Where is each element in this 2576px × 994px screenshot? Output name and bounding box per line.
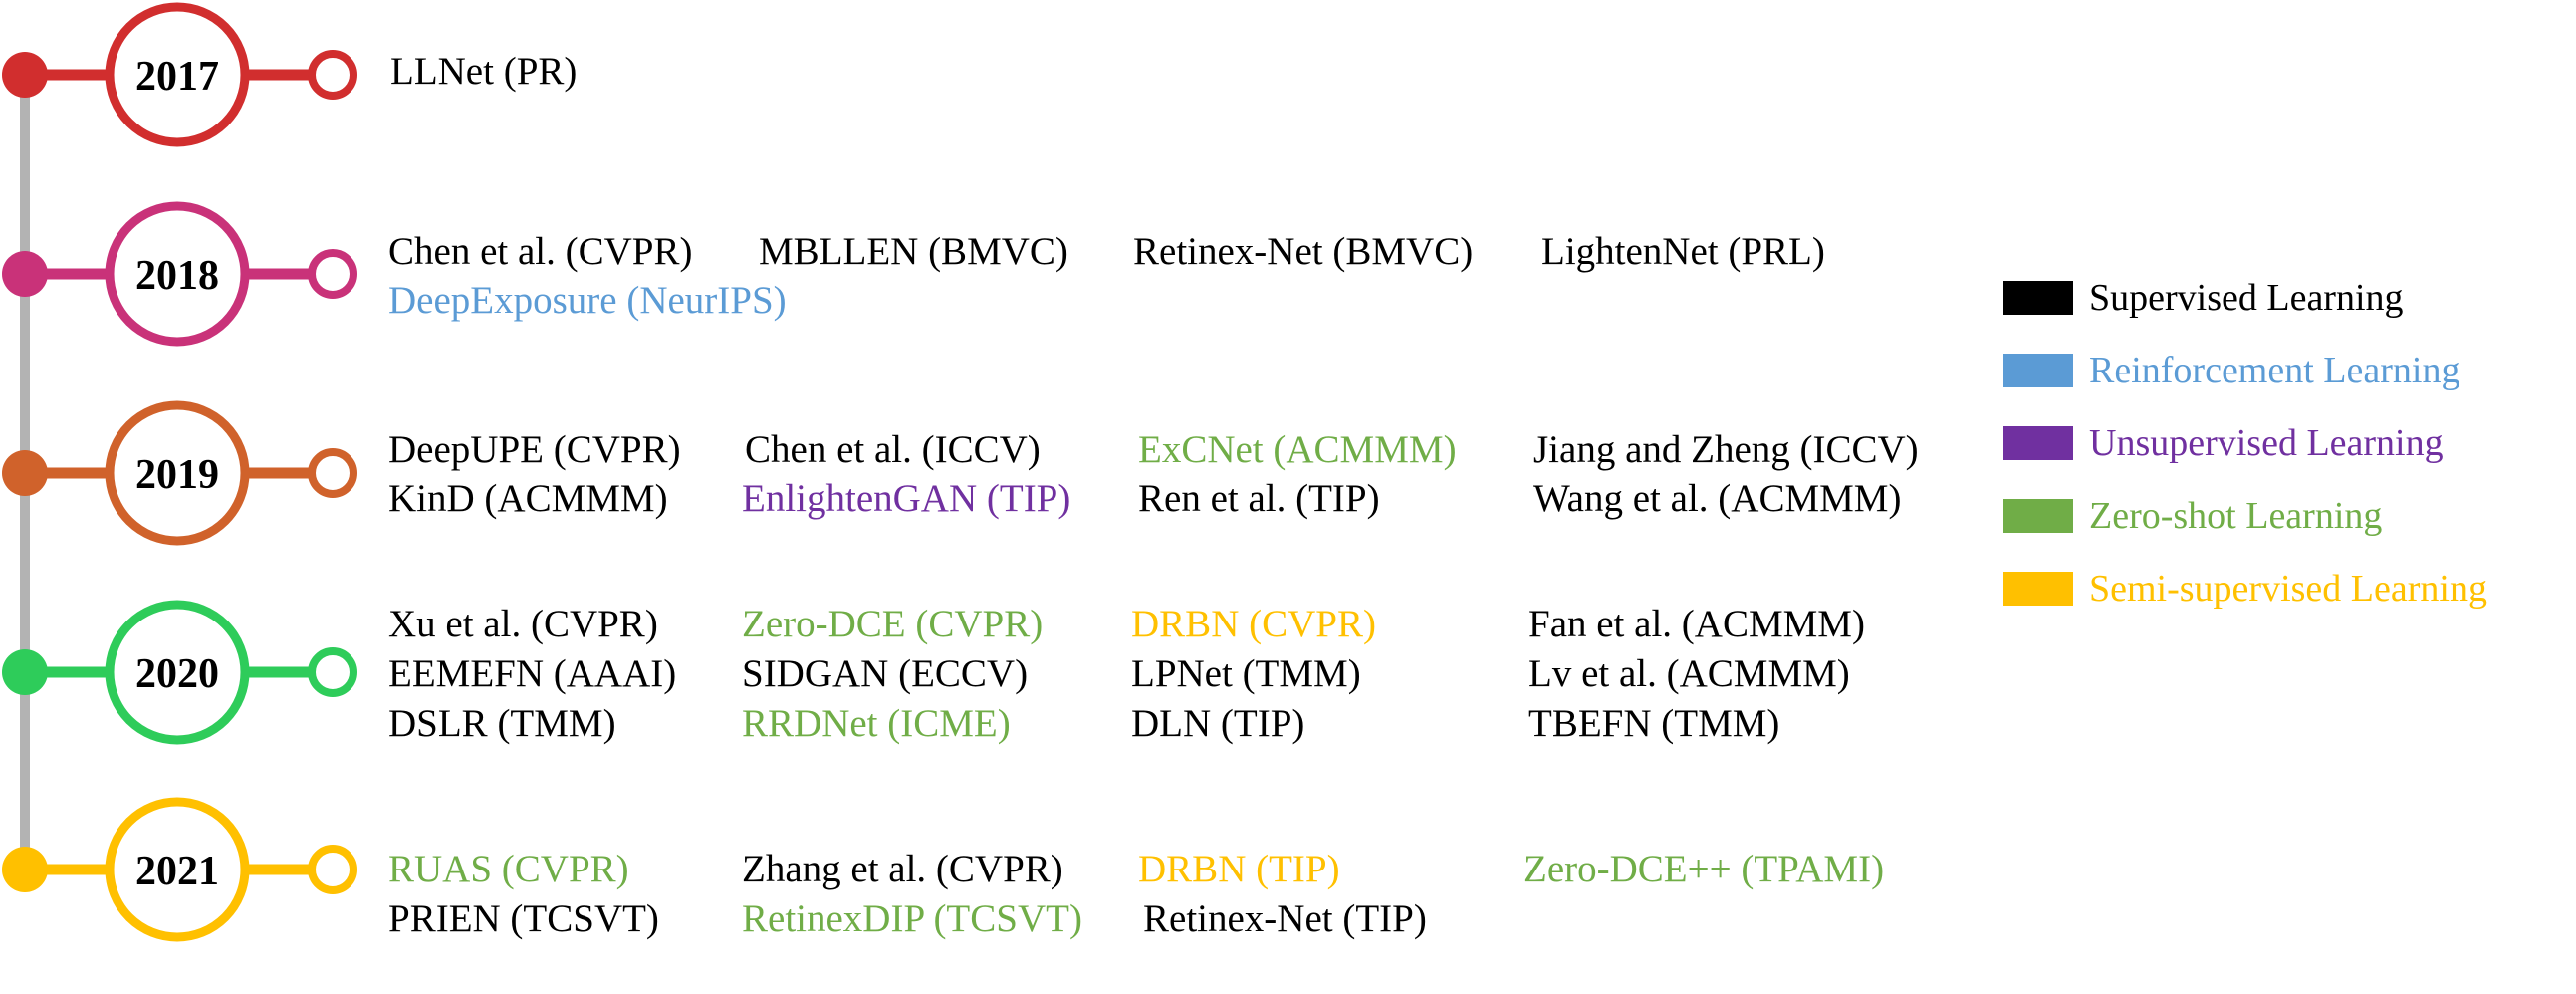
paper-entry: SIDGAN (ECCV)	[742, 652, 1029, 695]
year-node-2017: 2017	[2, 2, 357, 147]
legend-swatch	[2003, 426, 2073, 460]
paper-entry: Chen et al. (CVPR)	[388, 230, 693, 273]
legend-swatch	[2003, 572, 2073, 606]
year-label: 2018	[135, 253, 219, 299]
paper-entry: Xu et al. (CVPR)	[388, 603, 658, 645]
paper-entry: Jiang and Zheng (ICCV)	[1533, 428, 1919, 471]
paper-entry: DRBN (TIP)	[1138, 848, 1340, 890]
paper-entry: LPNet (TMM)	[1131, 652, 1361, 695]
paper-entry: ExCNet (ACMMM)	[1138, 428, 1457, 471]
legend-swatch	[2003, 281, 2073, 315]
year-node-2021: 2021	[2, 797, 357, 942]
year-circle	[105, 201, 250, 347]
ring-marker	[308, 50, 357, 100]
year-label: 2017	[135, 54, 219, 100]
year-label: 2021	[135, 849, 219, 894]
paper-entry: DRBN (CVPR)	[1131, 603, 1376, 645]
legend-swatch	[2003, 354, 2073, 387]
dot-marker	[2, 450, 48, 496]
paper-entry: KinD (ACMMM)	[388, 477, 668, 520]
year-circle	[105, 600, 250, 745]
legend-label: Reinforcement Learning	[2089, 350, 2460, 391]
paper-entry: TBEFN (TMM)	[1528, 702, 1780, 745]
paper-entry: Chen et al. (ICCV)	[745, 428, 1041, 471]
paper-entry: EnlightenGAN (TIP)	[742, 477, 1071, 520]
year-node-2019: 2019	[2, 400, 357, 546]
paper-entry: LightenNet (PRL)	[1541, 230, 1825, 273]
legend-item-zero-shot: Zero-shot Learning	[2003, 495, 2382, 537]
paper-entry: DeepUPE (CVPR)	[388, 428, 681, 471]
legend-label: Unsupervised Learning	[2089, 422, 2444, 464]
year-node-2018: 2018	[2, 201, 357, 347]
legend-item-supervised: Supervised Learning	[2003, 277, 2404, 319]
dot-marker	[2, 847, 48, 892]
legend-item-semi-supervised: Semi-supervised Learning	[2003, 568, 2487, 610]
legend-label: Supervised Learning	[2089, 277, 2404, 319]
paper-entry: Ren et al. (TIP)	[1138, 477, 1380, 520]
legend-label: Zero-shot Learning	[2089, 495, 2383, 537]
paper-entry: RUAS (CVPR)	[388, 848, 629, 890]
paper-entry: Lv et al. (ACMMM)	[1528, 652, 1850, 695]
year-circle	[105, 400, 250, 546]
year-circle	[105, 2, 250, 147]
year-node-2020: 2020	[2, 600, 357, 745]
paper-entry: DLN (TIP)	[1131, 702, 1305, 745]
legend-item-unsupervised: Unsupervised Learning	[2003, 422, 2444, 464]
year-circle	[105, 797, 250, 942]
paper-entry: Zhang et al. (CVPR)	[742, 848, 1063, 890]
year-label: 2019	[135, 452, 219, 498]
ring-marker	[308, 249, 357, 299]
ring-marker	[308, 845, 357, 894]
dot-marker	[2, 251, 48, 297]
dot-marker	[2, 52, 48, 98]
paper-entry: Zero-DCE (CVPR)	[742, 603, 1044, 645]
paper-entry: EEMEFN (AAAI)	[388, 652, 677, 695]
year-label: 2020	[135, 651, 219, 697]
legend-label: Semi-supervised Learning	[2089, 568, 2487, 610]
paper-entry: Fan et al. (ACMMM)	[1528, 603, 1865, 645]
ring-marker	[308, 448, 357, 498]
paper-entry: Zero-DCE++ (TPAMI)	[1523, 848, 1885, 890]
paper-entry: RetinexDIP (TCSVT)	[742, 897, 1082, 940]
paper-entry: Retinex-Net (TIP)	[1143, 897, 1427, 940]
paper-entry: PRIEN (TCSVT)	[388, 897, 659, 940]
paper-entry: LLNet (PR)	[390, 50, 578, 93]
paper-entry: DeepExposure (NeurIPS)	[388, 279, 787, 322]
legend-item-reinforcement: Reinforcement Learning	[2003, 350, 2459, 391]
legend-swatch	[2003, 499, 2073, 533]
ring-marker	[308, 647, 357, 697]
paper-entry: Retinex-Net (BMVC)	[1133, 230, 1474, 273]
dot-marker	[2, 649, 48, 695]
paper-entry: DSLR (TMM)	[388, 702, 616, 745]
paper-entry: Wang et al. (ACMMM)	[1533, 477, 1902, 520]
paper-entry: RRDNet (ICME)	[742, 702, 1011, 745]
paper-entry: MBLLEN (BMVC)	[759, 230, 1068, 273]
